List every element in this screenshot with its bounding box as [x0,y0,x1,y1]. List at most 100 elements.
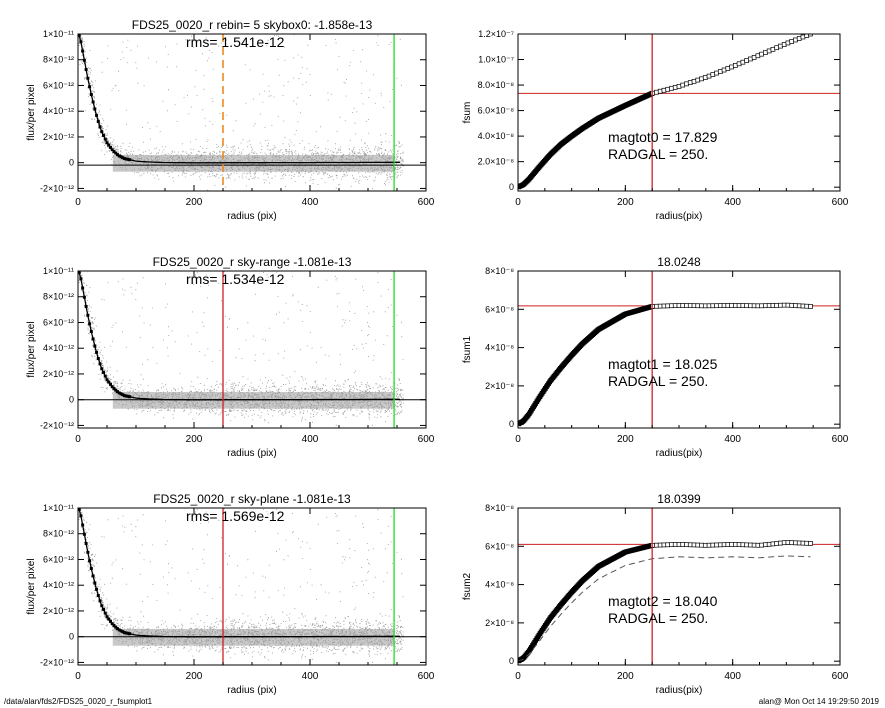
curve-marker [725,542,731,547]
y-tick-label: 6×10⁻¹² [43,317,74,327]
curve-marker [770,46,776,52]
curve-marker [763,542,768,548]
curve-marker [702,75,708,80]
curve-marker [808,304,813,309]
y-tick-label: 8×10⁻⁸ [485,503,514,513]
curve-marker [736,303,742,308]
profile-marker [96,357,100,361]
curve-marker [740,303,746,308]
x-tick-label: 600 [832,197,849,208]
plot-area [518,508,840,665]
profile-marker [93,344,97,348]
curve-marker [706,542,712,548]
x-tick-label: 200 [617,434,634,445]
curve-marker [732,303,738,308]
curve-marker [732,63,738,68]
x-tick-label: 0 [75,671,81,682]
curve-marker [732,542,738,547]
radgal-annotation: RADGAL = 250. [608,146,708,162]
profile-marker [126,157,130,161]
chart-right3: 0 200 400 600 0 2×10⁻⁸ 4×10⁻⁸ 6×10⁻⁸ 8×10⁻⁸ radiu… [462,492,849,696]
profile-marker [84,68,88,72]
x-axis-label: radius(pix) [656,685,703,696]
chart-right1: 0 200 400 600 0 2.0×10⁻⁸ 4.0×10⁻⁸ 6.0×10⁻⁸ 8.0×1… [462,29,849,222]
curve-marker [789,39,795,44]
magtot-annotation: magtot1 = 18.025 [608,356,718,372]
profile-marker [107,617,111,621]
curve-marker [654,303,659,309]
curve-marker [744,303,749,309]
curve-marker [691,542,697,548]
curve-marker [721,303,727,308]
profile-marker [98,362,102,366]
curve-marker [740,59,746,65]
profile-marker [103,137,107,141]
profile-marker [107,380,111,384]
profile-marker [82,532,86,536]
profile-marker [115,390,119,394]
profile-marker [82,295,86,299]
profile-marker [117,154,121,158]
profile-marker [105,141,109,145]
curve-marker [796,540,802,546]
chart-right2: 0 200 400 600 0 2×10⁻⁸ 4×10⁻⁸ 6×10⁻⁸ 8×10⁻⁸ radiu… [462,255,849,459]
profile-marker [98,125,102,129]
profile-marker [86,76,90,80]
curve-marker [657,542,663,548]
profile-marker [86,313,90,317]
curve-marker [796,303,802,309]
curve-marker [781,540,787,546]
curve-marker [759,51,764,57]
curve-marker [669,303,674,309]
radgal-annotation: RADGAL = 250. [608,373,708,389]
profile-marker [114,388,118,392]
profile-marker [93,107,97,111]
curve-marker [657,88,663,94]
profile-marker [121,630,125,634]
curve-marker [748,56,753,62]
y-tick-label: 2.0×10⁻⁸ [478,157,515,167]
curve-marker [695,303,701,309]
curve-marker [744,58,749,63]
profile-marker [79,277,83,281]
curve-marker [661,303,667,309]
y-tick-label: 1×10⁻¹¹ [43,266,74,276]
x-tick-label: 600 [418,197,435,208]
curve-marker [759,542,764,548]
profile-markers [78,508,132,636]
curve-marker [778,43,783,49]
y-tick-label: 0 [509,656,514,666]
profile-markers [78,271,132,399]
curve-marker [804,303,810,309]
profile-marker [84,305,88,309]
chart-title: FDS25_0020_r rebin= 5 skybox0: -1.858e-1… [132,18,373,32]
pixel-scatter [78,271,404,426]
profile-marker [84,542,88,546]
y-tick-label: -2×10⁻¹² [40,657,74,667]
x-axis-label: radius (pix) [227,211,276,222]
curve-marker [800,303,806,309]
profile-marker [79,514,83,518]
profile-marker [91,574,95,578]
curve-marker [699,303,704,309]
profile-marker [100,604,104,608]
plot-area [78,271,426,428]
y-axis-label: flux/per pixel [26,558,37,614]
curve-marker [763,303,768,309]
curve-marker [748,542,753,548]
x-axis-label: radius(pix) [656,211,703,222]
chart-title: 18.0248 [657,255,701,269]
y-axis-label: flux/per pixel [26,321,37,377]
footer-timestamp: alan@ Mon Oct 14 19:29:50 2019 [758,697,879,706]
profile-marker [95,587,99,591]
curve-marker [684,81,689,87]
profile-marker [78,34,81,38]
y-tick-label: 6×10⁻¹² [43,80,74,90]
y-tick-label: 6×10⁻⁸ [485,541,514,551]
profile-marker [96,120,100,124]
profile-marker [95,113,99,117]
y-tick-label: 1.2×10⁻⁷ [478,29,514,39]
curve-marker [770,541,776,547]
scatter-points [78,508,404,663]
profile-marker [102,607,106,611]
